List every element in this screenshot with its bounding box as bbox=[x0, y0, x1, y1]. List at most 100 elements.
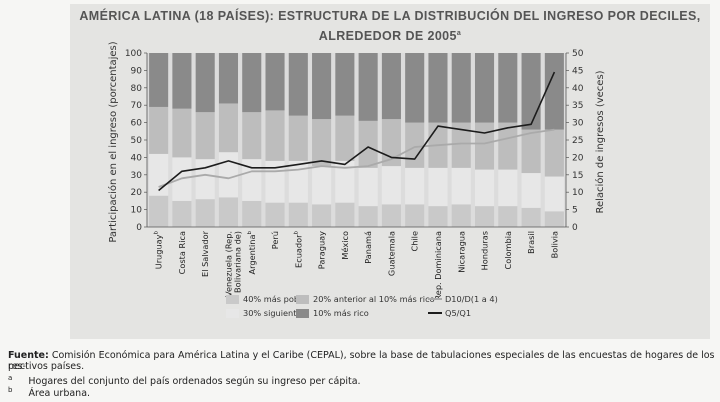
bar-4-14 bbox=[451, 53, 471, 123]
y2-tick-label: 5 bbox=[572, 206, 578, 216]
bar-4-12 bbox=[405, 53, 425, 123]
footnote-b: b Área urbana. bbox=[8, 385, 90, 399]
bar-4-8 bbox=[312, 53, 332, 120]
bar-4-11 bbox=[381, 53, 401, 120]
bar-1-11 bbox=[381, 204, 401, 227]
x-tick-label-sup: b bbox=[154, 231, 160, 235]
bar-2-8 bbox=[312, 166, 332, 205]
bar-4-10 bbox=[358, 53, 378, 121]
bar-1-18 bbox=[544, 211, 564, 227]
bar-3-4 bbox=[218, 103, 239, 153]
y-axis-label: Participación en el ingreso (porcentajes… bbox=[107, 41, 119, 242]
y-tick-label: 40 bbox=[131, 153, 143, 163]
bar-1-17 bbox=[521, 207, 541, 227]
source-note: Fuente: Comisión Económica para América … bbox=[8, 350, 720, 372]
chart-title-line-2-text: ALREDEDOR DE 2005 bbox=[318, 29, 457, 44]
x-tick-label: El Salvador bbox=[200, 230, 210, 277]
bar-3-12 bbox=[405, 122, 425, 168]
chart-legend: 40% más pobre 20% anterior al 10% más ric… bbox=[226, 294, 498, 318]
x-tick-label: Perú bbox=[270, 231, 280, 249]
bar-4-18 bbox=[544, 53, 564, 130]
x-tick-label: Uruguayb bbox=[154, 231, 164, 270]
y2-axis-label: Relación de ingresos (veces) bbox=[594, 70, 606, 213]
bar-stacks bbox=[147, 53, 566, 227]
y-tick-label: 100 bbox=[125, 49, 142, 59]
y-tick-label: 20 bbox=[131, 188, 143, 198]
y-tick-label: 80 bbox=[131, 84, 143, 94]
x-tick-label: México bbox=[340, 231, 350, 260]
x-tick-label: Paraguay bbox=[317, 231, 327, 269]
bar-3-11 bbox=[381, 119, 401, 167]
bar-1-2 bbox=[172, 200, 192, 227]
x-tick-label: Panamá bbox=[363, 231, 373, 264]
bar-1-6 bbox=[265, 202, 285, 227]
footnote-b-mark: b bbox=[8, 386, 13, 394]
legend-label: 20% anterior al 10% más rico bbox=[313, 294, 435, 304]
line-d10-d1-4 bbox=[158, 128, 555, 188]
bar-4-17 bbox=[521, 53, 541, 130]
bar-1-15 bbox=[474, 206, 495, 227]
bar-3-6 bbox=[265, 110, 285, 161]
x-tick-label: Rep. Dominicana bbox=[433, 231, 443, 301]
y2-tick-label: 30 bbox=[572, 119, 584, 129]
bar-2-18 bbox=[544, 176, 564, 212]
x-tick-label: Colombia bbox=[503, 231, 513, 269]
x-tick-label: Bolivia bbox=[549, 231, 559, 258]
bar-3-3 bbox=[195, 112, 215, 160]
x-tick-label-sup: b bbox=[247, 231, 253, 235]
legend-swatch bbox=[226, 295, 239, 304]
bar-4-6 bbox=[265, 53, 285, 111]
bar-3-9 bbox=[335, 115, 355, 161]
chart-title-line-2: ALREDEDOR DE 2005a bbox=[70, 25, 710, 45]
bar-3-18 bbox=[544, 129, 564, 177]
source-note-cont: pectivos países. bbox=[8, 361, 84, 372]
bar-3-15 bbox=[474, 122, 495, 170]
x-tick-label: Brasil bbox=[526, 231, 536, 254]
bar-1-13 bbox=[428, 206, 448, 227]
bar-1-9 bbox=[335, 202, 355, 227]
bar-1-5 bbox=[242, 200, 262, 227]
y-tick-label: 90 bbox=[131, 66, 143, 76]
legend-label: Q5/Q1 bbox=[445, 308, 471, 318]
source-label: Fuente: bbox=[8, 350, 49, 361]
x-tick-label: Chile bbox=[410, 231, 420, 252]
bar-3-2 bbox=[172, 108, 192, 158]
bar-4-5 bbox=[242, 53, 262, 113]
x-tick-label: Costa Rica bbox=[177, 231, 187, 274]
bar-1-14 bbox=[451, 204, 471, 227]
bar-4-9 bbox=[335, 53, 355, 116]
bar-3-8 bbox=[312, 119, 332, 167]
bar-1-10 bbox=[358, 206, 378, 227]
y2-tick-label: 45 bbox=[572, 66, 583, 76]
footnote-a: a Hogares del conjunto del país ordenado… bbox=[8, 373, 361, 387]
bar-4-13 bbox=[428, 53, 448, 123]
x-tick-label-sup: b bbox=[293, 231, 299, 235]
bar-2-17 bbox=[521, 173, 541, 208]
bar-3-16 bbox=[498, 122, 518, 170]
bar-4-15 bbox=[474, 53, 495, 123]
x-tick-label: Argentinab bbox=[247, 231, 257, 275]
bar-4-3 bbox=[195, 53, 215, 113]
bar-3-17 bbox=[521, 129, 541, 174]
bar-4-7 bbox=[288, 53, 308, 116]
legend-label: 40% más pobre bbox=[243, 294, 307, 304]
y2-tick-label: 25 bbox=[572, 136, 583, 146]
bar-3-1 bbox=[149, 106, 169, 154]
x-tick-label: Honduras bbox=[480, 231, 490, 270]
bar-2-1 bbox=[149, 153, 169, 196]
y-tick-label: 0 bbox=[136, 223, 142, 233]
bar-2-4 bbox=[218, 152, 239, 198]
y2-tick-label: 0 bbox=[572, 223, 578, 233]
legend-swatch bbox=[226, 309, 239, 318]
bar-2-13 bbox=[428, 167, 448, 207]
x-tick-label: Guatemala bbox=[386, 231, 396, 276]
chart-title-line-1: AMÉRICA LATINA (18 PAÍSES): ESTRUCTURA D… bbox=[79, 9, 701, 23]
bar-2-11 bbox=[381, 166, 401, 205]
source-text: Comisión Económica para América Latina y… bbox=[8, 350, 715, 372]
bar-1-7 bbox=[288, 202, 308, 227]
x-tick-label: Venezuela (Rep. bbox=[223, 231, 233, 297]
bar-3-10 bbox=[358, 120, 378, 168]
y2-tick-label: 10 bbox=[572, 188, 584, 198]
bar-4-16 bbox=[498, 53, 518, 123]
